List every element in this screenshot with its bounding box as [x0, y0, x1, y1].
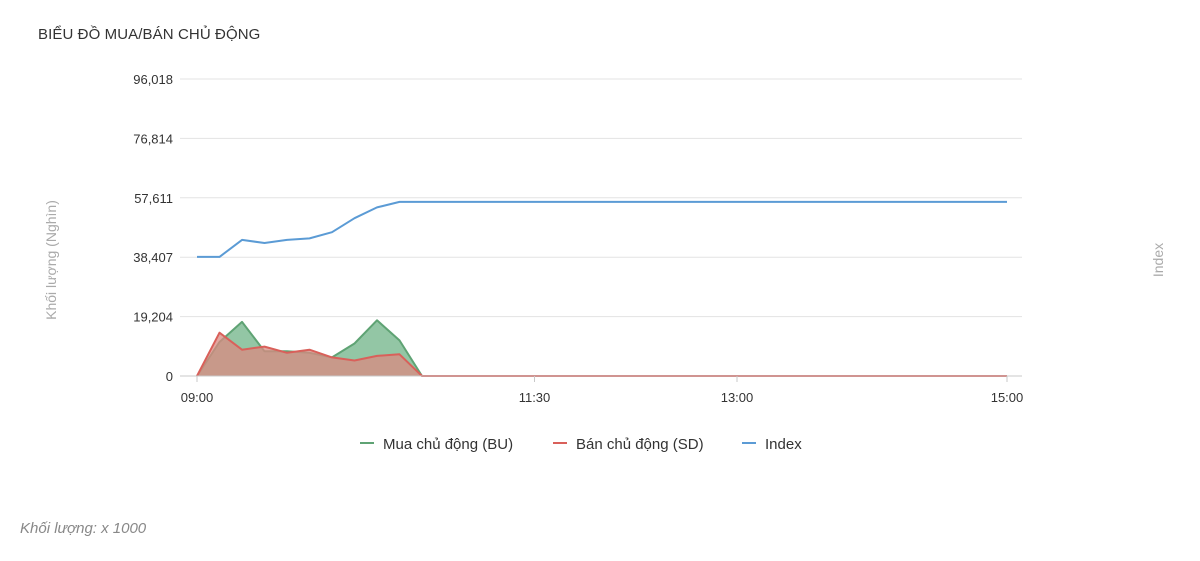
- active-buy-sell-chart: 0 19,204 38,407 57,611 76,814 96,018 09:00 11:3…: [43, 72, 1166, 453]
- x-tick-label: 15:00: [991, 390, 1024, 405]
- x-tick-label: 11:30: [519, 390, 551, 405]
- y-tick-label: 0: [166, 369, 173, 384]
- legend-label: Index: [765, 436, 802, 453]
- y-tick-label: 76,814: [133, 131, 173, 146]
- series-sd-area: [197, 332, 1007, 376]
- axes: 0 19,204 38,407 57,611 76,814 96,018 09:00 11:3…: [43, 72, 1166, 405]
- legend-sd[interactable]: Bán chủ động (SD): [553, 436, 704, 453]
- x-tick-label: 13:00: [721, 390, 754, 405]
- series-index-line: [197, 200, 1007, 258]
- y-tick-label: 96,018: [133, 72, 173, 87]
- chart-title: BIỂU ĐỒ MUA/BÁN CHỦ ĐỘNG: [38, 26, 261, 43]
- y-tick-label: 19,204: [133, 310, 173, 325]
- y2-axis-title: Index: [1150, 243, 1166, 277]
- legend-label: Bán chủ động (SD): [576, 436, 704, 453]
- y-tick-label: 57,611: [134, 191, 173, 206]
- legend-index[interactable]: Index: [742, 436, 802, 453]
- legend: Mua chủ động (BU) Bán chủ động (SD) Index: [360, 436, 802, 453]
- series-areas: [196, 200, 1007, 377]
- legend-label: Mua chủ động (BU): [383, 436, 513, 453]
- volume-unit-note: Khối lượng: x 1000: [20, 520, 147, 537]
- y-tick-label: 38,407: [133, 250, 173, 265]
- grid-lines: [180, 78, 1022, 377]
- y-axis-title: Khối lượng (Nghìn): [43, 200, 59, 320]
- chart-area: 0 19,204 38,407 57,611 76,814 96,018 09:00 11:3…: [43, 72, 1166, 453]
- x-tick-label: 09:00: [181, 390, 214, 405]
- legend-bu[interactable]: Mua chủ động (BU): [360, 436, 513, 453]
